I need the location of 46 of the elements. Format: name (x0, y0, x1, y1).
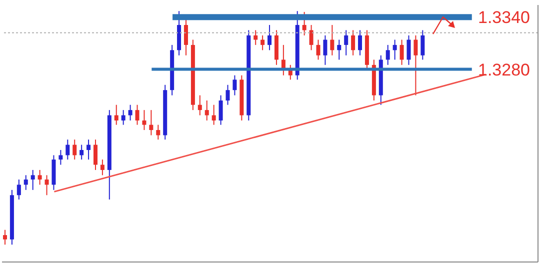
candlestick (386, 44, 390, 66)
candlestick (344, 30, 348, 56)
candlestick (316, 39, 320, 60)
candlestick (93, 139, 98, 170)
candlestick (58, 149, 63, 166)
candlestick (226, 84, 230, 106)
candlestick (156, 124, 160, 140)
candlestick (254, 30, 258, 46)
candlestick (142, 110, 146, 131)
candlestick (198, 94, 202, 116)
candlestick (86, 139, 91, 160)
candlestick (268, 24, 272, 51)
y-tick-label: 1.3280 (478, 60, 530, 80)
candlestick (218, 94, 223, 126)
candlestick (204, 100, 209, 121)
candlestick (16, 179, 21, 200)
candlestick (128, 104, 132, 121)
candlestick (80, 144, 84, 160)
candlestick (232, 74, 237, 96)
candlestick (212, 104, 216, 126)
candlestick (114, 104, 118, 126)
candlestick (24, 174, 28, 190)
candlestick (121, 110, 126, 126)
candlestick (309, 24, 314, 51)
candlestick (351, 30, 356, 56)
candlestick (323, 34, 328, 66)
candlestick (66, 139, 70, 160)
candlestick (3, 229, 7, 246)
candlestick (392, 39, 397, 60)
candlestick (358, 30, 362, 56)
candlestick (406, 34, 411, 66)
candlestick (400, 39, 404, 66)
candlestick (30, 169, 35, 190)
candlestick (135, 104, 140, 126)
candlestick (100, 159, 104, 176)
candlestick (337, 39, 342, 60)
candlestick (184, 19, 188, 56)
candlestick (330, 24, 334, 56)
y-tick-label: 1.3340 (478, 8, 530, 28)
candlestick (149, 110, 154, 136)
candlestick (420, 30, 425, 60)
candlestick (38, 169, 42, 186)
candlestick (414, 34, 418, 96)
candlestick (44, 174, 49, 196)
candlestick (72, 139, 77, 160)
candlestick (260, 34, 265, 51)
